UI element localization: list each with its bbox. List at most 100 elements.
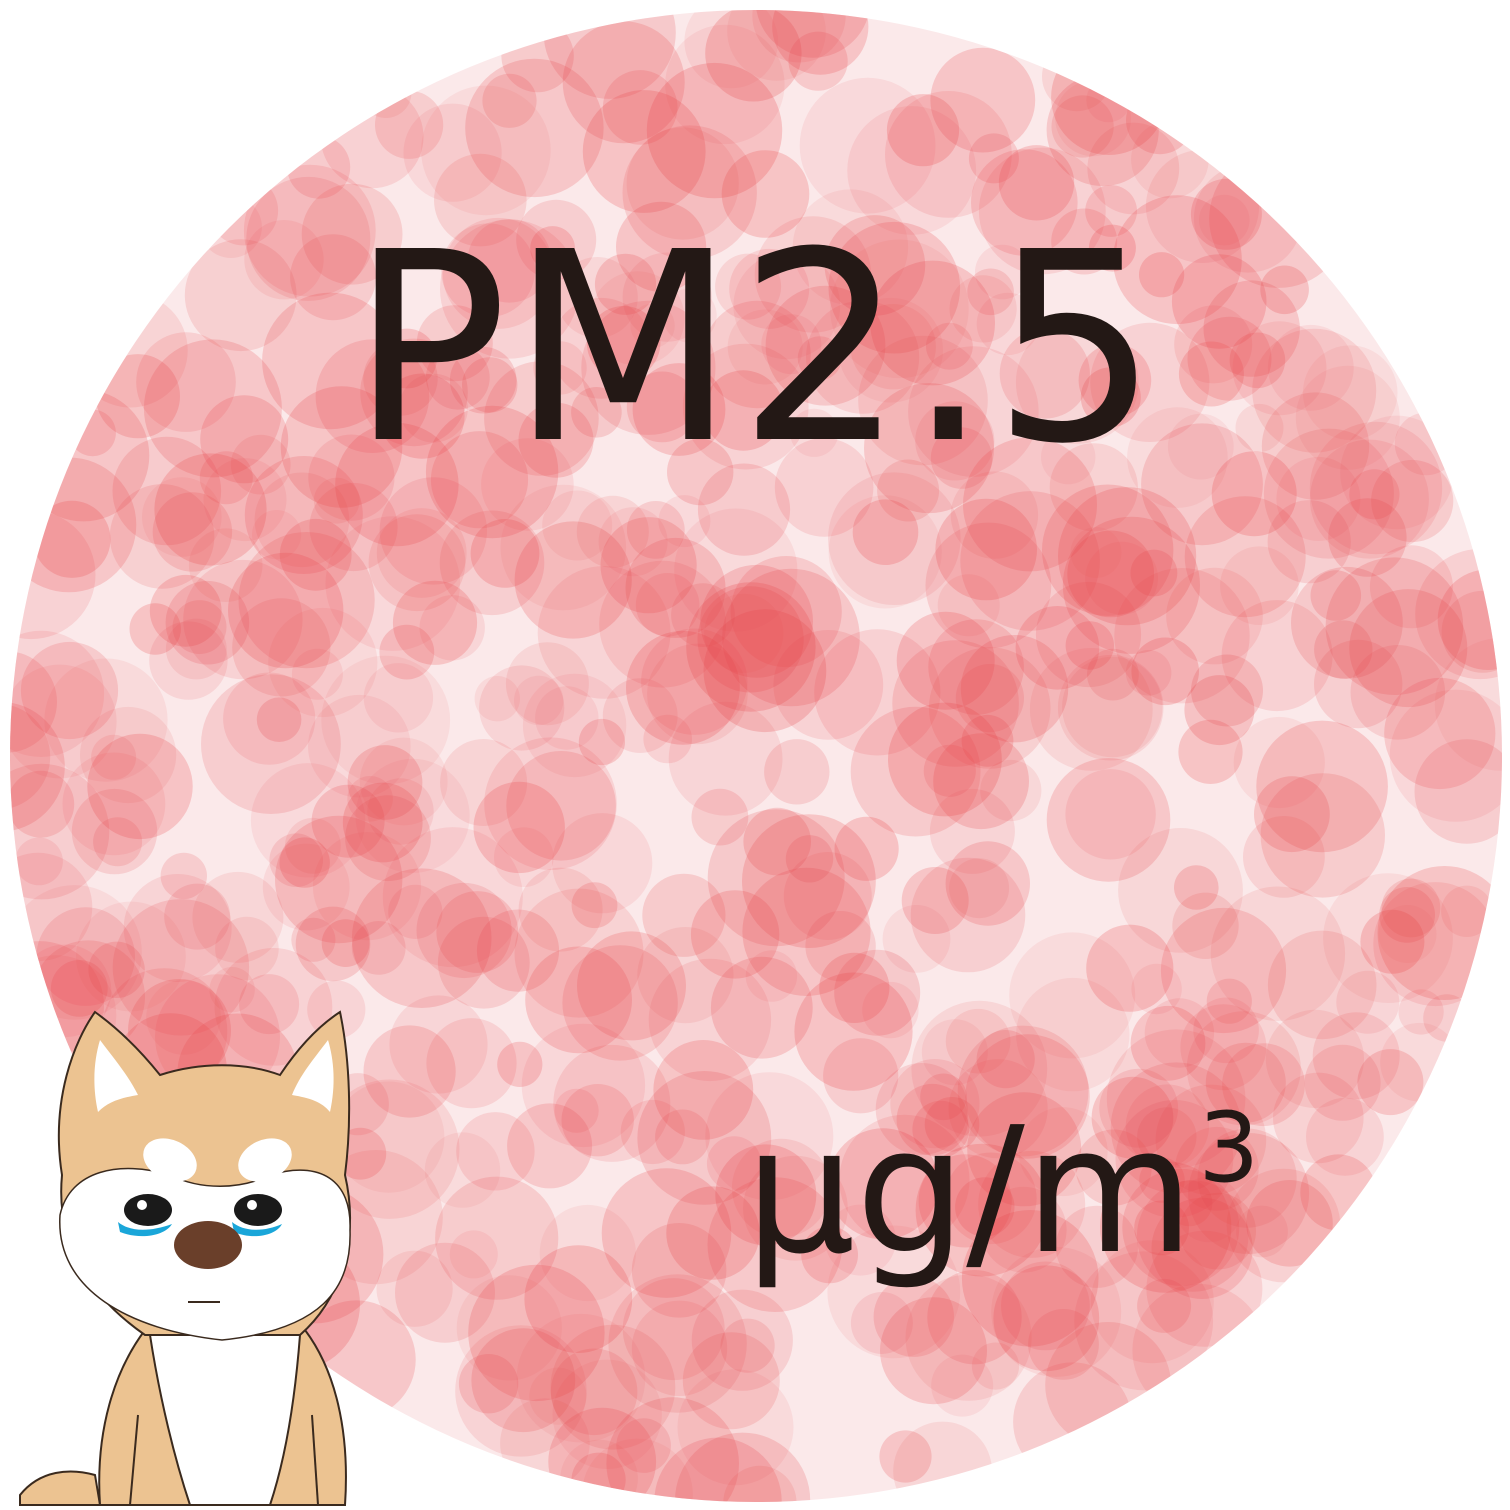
- bubble: [928, 619, 1024, 715]
- bubble: [931, 1354, 994, 1417]
- bubble: [965, 1034, 1090, 1159]
- bubble: [250, 763, 366, 878]
- bubble: [630, 303, 675, 348]
- bubble: [727, 309, 803, 385]
- bubble: [937, 574, 1000, 637]
- crying-dog-icon: [19, 1010, 351, 1506]
- bubble: [252, 509, 302, 560]
- bubble: [307, 980, 366, 1039]
- bubble: [1141, 423, 1263, 546]
- bubble: [703, 300, 811, 409]
- bubble: [968, 133, 1019, 184]
- bubble: [441, 223, 535, 318]
- bubble: [10, 651, 57, 753]
- bubble: [960, 491, 1100, 631]
- bubble: [862, 981, 919, 1039]
- bubble: [662, 288, 717, 343]
- bubble: [468, 1264, 605, 1402]
- bubble: [635, 573, 700, 637]
- bubble: [200, 395, 289, 484]
- bubble: [622, 1278, 725, 1381]
- bubble: [643, 714, 692, 764]
- bubble: [368, 514, 466, 612]
- bubble: [993, 1265, 1100, 1372]
- bubble: [440, 739, 528, 826]
- bubble: [602, 70, 678, 145]
- bubble: [1221, 600, 1333, 712]
- bubble: [715, 1144, 817, 1246]
- bubble: [71, 788, 158, 875]
- bubble: [1062, 516, 1200, 654]
- bubble: [742, 814, 876, 948]
- bubble: [957, 1025, 1089, 1157]
- bubble: [1190, 178, 1262, 250]
- bubble: [723, 1465, 797, 1502]
- bubble: [514, 521, 632, 639]
- bubble: [697, 463, 791, 556]
- bubble: [705, 1072, 834, 1201]
- bubble: [819, 952, 890, 1024]
- bubble: [351, 868, 492, 1008]
- bubble: [375, 90, 444, 159]
- bubble: [1336, 970, 1400, 1034]
- bubble: [892, 640, 1019, 767]
- bubble: [790, 408, 839, 457]
- bubble: [1256, 720, 1388, 853]
- bubble: [470, 519, 540, 588]
- bubble: [721, 150, 810, 238]
- bubble: [395, 1242, 495, 1343]
- bubble: [62, 752, 166, 856]
- bubble: [243, 164, 376, 297]
- bubble: [886, 94, 960, 167]
- bubble: [616, 201, 707, 292]
- bubble: [230, 434, 291, 495]
- bubble: [581, 300, 716, 435]
- bubble: [642, 873, 726, 957]
- bubble: [834, 816, 899, 881]
- bubble: [183, 559, 303, 680]
- bubble: [743, 807, 811, 876]
- bubble: [631, 1223, 727, 1318]
- bubble: [172, 600, 227, 655]
- bubble: [1009, 932, 1136, 1059]
- bubble: [440, 219, 579, 359]
- bubble: [262, 292, 399, 430]
- bubble: [930, 427, 993, 489]
- bubble: [1398, 989, 1444, 1035]
- bubble: [75, 901, 186, 1012]
- bubble: [474, 676, 520, 722]
- bubble: [1074, 1251, 1214, 1391]
- bubble: [1122, 1168, 1240, 1286]
- bubble: [309, 482, 398, 572]
- bubble: [727, 10, 826, 81]
- bubble: [647, 643, 748, 745]
- bubble: [1051, 208, 1118, 275]
- bubble: [379, 373, 465, 459]
- bubble: [682, 1332, 780, 1430]
- bubble: [888, 702, 1002, 817]
- bubble: [1340, 415, 1454, 530]
- bubble: [1058, 487, 1197, 626]
- bubble: [847, 106, 977, 235]
- bubble: [955, 1177, 1015, 1237]
- bubble: [481, 438, 574, 531]
- bubble: [1273, 1072, 1364, 1164]
- bubble: [1236, 1205, 1288, 1258]
- bubble: [335, 422, 459, 547]
- bubble: [918, 1154, 1012, 1248]
- bubble: [731, 1138, 831, 1238]
- bubble: [1136, 1180, 1249, 1292]
- bubble: [530, 226, 575, 271]
- bubble: [425, 345, 490, 410]
- bubble: [1049, 443, 1138, 532]
- bubble: [17, 389, 150, 522]
- bubble: [143, 339, 282, 478]
- bubble: [764, 739, 830, 805]
- bubble: [308, 694, 411, 798]
- bubble: [1384, 677, 1496, 790]
- bubble: [697, 586, 804, 693]
- bubble: [311, 784, 385, 858]
- bubble: [625, 537, 726, 638]
- bubble: [1160, 907, 1287, 1034]
- bubble: [484, 361, 599, 476]
